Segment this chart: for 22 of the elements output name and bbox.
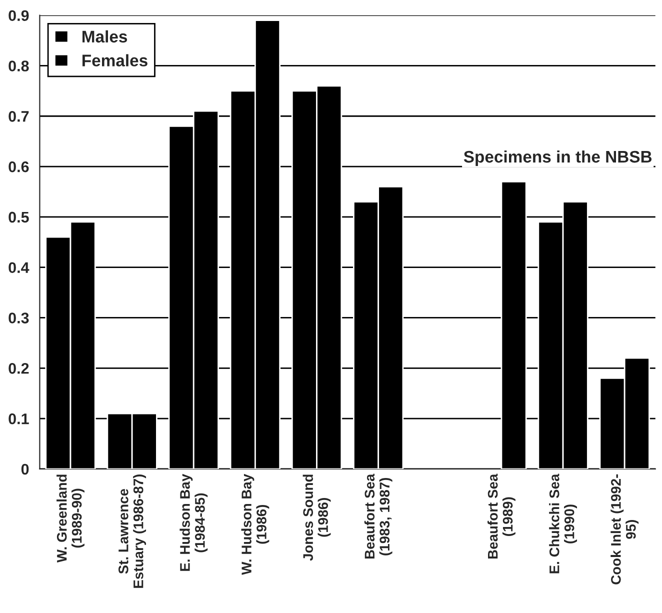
legend-label: Males: [82, 30, 128, 43]
y-tick-label: 0.8: [8, 60, 29, 72]
x-tick-label: E. Chukchi Sea (1990): [549, 474, 577, 574]
x-tick-label: Jones Sound (1986): [302, 474, 331, 561]
x-tick-label: E. Hudson Bay (1984-85): [180, 474, 208, 571]
y-tick-label: 0.9: [8, 10, 29, 22]
y-tick-label: 0.3: [8, 312, 29, 324]
y-tick-label: 0.6: [8, 161, 29, 172]
x-tick-label: Cook Inlet (1992- 95): [610, 474, 639, 584]
x-tick-label: St. Lawrence Estuary (1986-87): [118, 474, 146, 588]
x-tick-label: Beaufort Sea (1989): [488, 474, 516, 559]
x-tick-label: W. Hudson Bay (1986): [241, 474, 270, 575]
y-tick-label: 0.5: [8, 212, 29, 223]
y-tick-label: 0: [21, 464, 29, 475]
y-tick-label: 0.2: [8, 363, 29, 374]
x-tick-label: Beaufort Sea (1983, 1987): [364, 474, 392, 559]
x-tick-label: W. Greenland (1989-90): [56, 474, 84, 563]
y-tick-label: 0.4: [8, 262, 30, 274]
legend-label: Females: [82, 54, 148, 66]
annotation: Specimens in the NBSB: [464, 150, 652, 166]
y-tick-label: 0.1: [8, 413, 29, 424]
y-tick-label: 0.7: [8, 110, 29, 122]
